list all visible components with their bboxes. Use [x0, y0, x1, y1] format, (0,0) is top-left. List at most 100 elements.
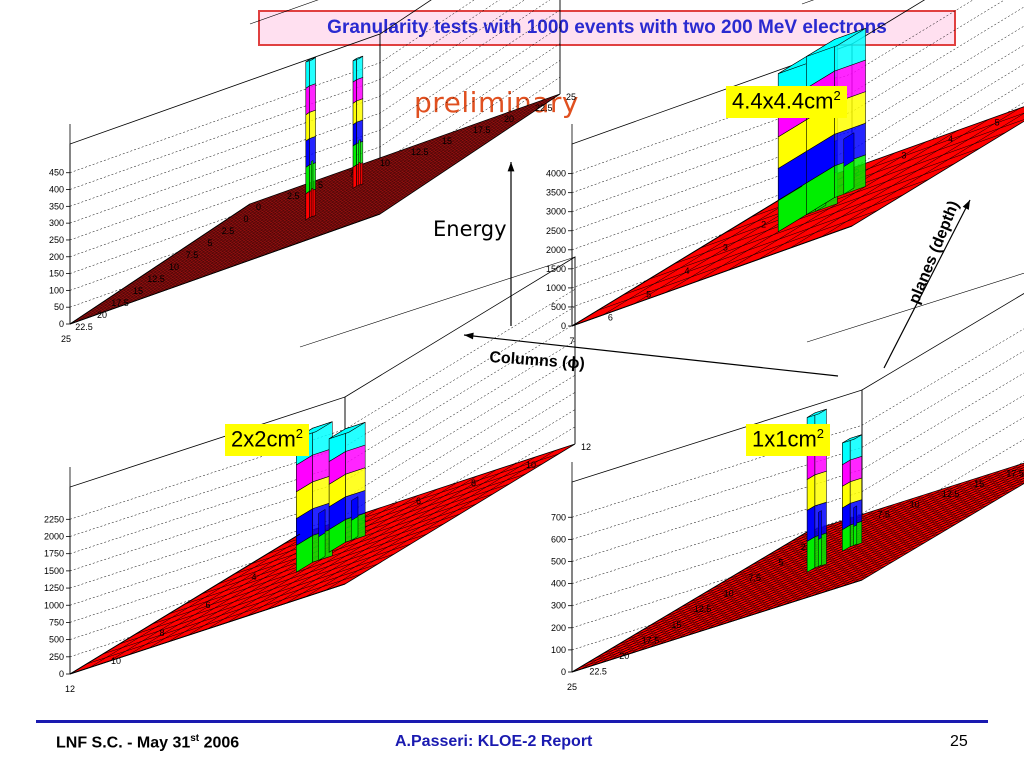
z-tick-label: 150: [49, 269, 64, 279]
z-tick-label: 0: [59, 669, 64, 679]
z-tick-label: 1250: [44, 583, 64, 593]
z-tick-label: 50: [54, 302, 64, 312]
z-tick-label: 1000: [546, 283, 566, 293]
x-tick-label: 7.5: [749, 573, 762, 583]
floor-grid-line: [240, 143, 421, 264]
floor-grid-line: [255, 137, 437, 259]
tower-bump: [358, 139, 361, 164]
z-tick-label: 700: [551, 512, 566, 522]
z-tick-label: 200: [551, 623, 566, 633]
tower-segment-front: [352, 79, 357, 104]
x-tick-label: 10: [169, 262, 179, 272]
gridline: [69, 0, 500, 190]
tower-segment-front: [305, 190, 310, 221]
y-tick-label: 15: [974, 479, 984, 489]
gridline: [571, 328, 1024, 518]
tower-top: [328, 422, 366, 440]
floor-front-edge: [69, 533, 346, 675]
y-tick-label: 6: [416, 496, 421, 506]
floor-grid-line: [813, 469, 1024, 596]
floor-grid-line: [168, 147, 480, 259]
floor-grid-line: [348, 104, 530, 226]
x-tick-label: 2: [761, 219, 766, 229]
tower-segment-front: [352, 57, 357, 83]
z-tick-label: 500: [551, 302, 566, 312]
z-tick-label: 100: [49, 285, 64, 295]
x-tick-label: 10: [111, 656, 121, 666]
tower-segment-side: [309, 56, 316, 87]
x-tick-label: 7.5: [186, 250, 199, 260]
tower-top: [305, 57, 316, 63]
tower-segment-front: [806, 505, 816, 542]
tower-segment-side: [849, 477, 863, 504]
floor-grid-line: [227, 108, 538, 220]
y-tick-label: 4: [948, 134, 953, 144]
y-tick-label: 8: [471, 478, 476, 488]
floor-front-edge: [571, 185, 853, 327]
tower-segment-side: [356, 98, 364, 123]
tower-segment-front: [806, 474, 816, 511]
x-tick-label: 17.5: [111, 298, 129, 308]
x-tick-label: 5: [778, 558, 783, 568]
tower-segment-side: [814, 470, 827, 507]
x-tick-label: 3: [723, 243, 728, 253]
tower-top: [806, 28, 866, 57]
y-tick-label: 22.5: [535, 103, 553, 113]
floor-grid-line: [218, 114, 529, 226]
x-tick-label: 17.5: [642, 635, 660, 645]
tower-segment-side: [309, 109, 316, 140]
tower-bump: [853, 505, 858, 528]
floor-grid-line: [325, 450, 556, 591]
floor-grid-line: [191, 132, 502, 244]
y-tick-label: 10: [380, 158, 390, 168]
floor-grid-line: [832, 475, 1024, 590]
floor-grid-line: [201, 503, 477, 595]
x-tick-label: 22.5: [589, 666, 607, 676]
tower-bump: [358, 161, 361, 186]
x-tick-label: 2.5: [222, 226, 235, 236]
floor-grid-line: [758, 119, 989, 260]
floor-grid-line: [789, 108, 1020, 249]
tower-bump: [310, 159, 314, 190]
x-tick-label: 22.5: [75, 322, 93, 332]
floor-grid-line: [325, 113, 506, 234]
y-tick-label: 10: [526, 460, 536, 470]
back-wall-edge: [299, 256, 576, 444]
floor-grid-line: [246, 475, 477, 617]
back-wall-edge: [249, 0, 561, 94]
z-tick-label: 2250: [44, 514, 64, 524]
page-number: 25: [950, 733, 968, 750]
gridline: [69, 0, 475, 173]
x-tick-label: 25: [567, 682, 577, 692]
floor-grid-line: [245, 96, 556, 208]
tower-top: [806, 408, 827, 418]
x-tick-label: 5: [207, 238, 212, 248]
floor-grid-line: [266, 469, 497, 610]
floor-grid-line: [227, 482, 458, 623]
floor-grid-line: [213, 117, 525, 229]
floor-grid-line: [823, 472, 1024, 593]
gridline: [69, 0, 551, 224]
tower-segment-side: [309, 83, 316, 113]
x-tick-label: 12: [65, 684, 75, 694]
y-tick-label: 10: [910, 499, 920, 509]
floor-grid-line: [317, 115, 499, 237]
floor-grid-line: [234, 483, 510, 575]
z-tick-label: 600: [551, 534, 566, 544]
y-tick-label: 12.5: [411, 147, 429, 157]
tower-bump: [853, 524, 858, 547]
tower-segment-front: [305, 59, 310, 89]
floor-grid-line: [674, 163, 955, 265]
floor-grid-line: [182, 138, 493, 250]
z-tick-label: 300: [551, 601, 566, 611]
preliminary-label: preliminary: [414, 86, 579, 119]
z-tick-label: 350: [49, 201, 64, 211]
x-tick-label: 4: [684, 266, 689, 276]
tower-segment-front: [305, 164, 310, 195]
tower-bump: [818, 537, 822, 568]
y-tick-label: 2.5: [287, 191, 300, 201]
y-tick-label: 20: [504, 114, 514, 124]
z-tick-label: 4000: [546, 169, 566, 179]
z-tick-label: 500: [49, 635, 64, 645]
